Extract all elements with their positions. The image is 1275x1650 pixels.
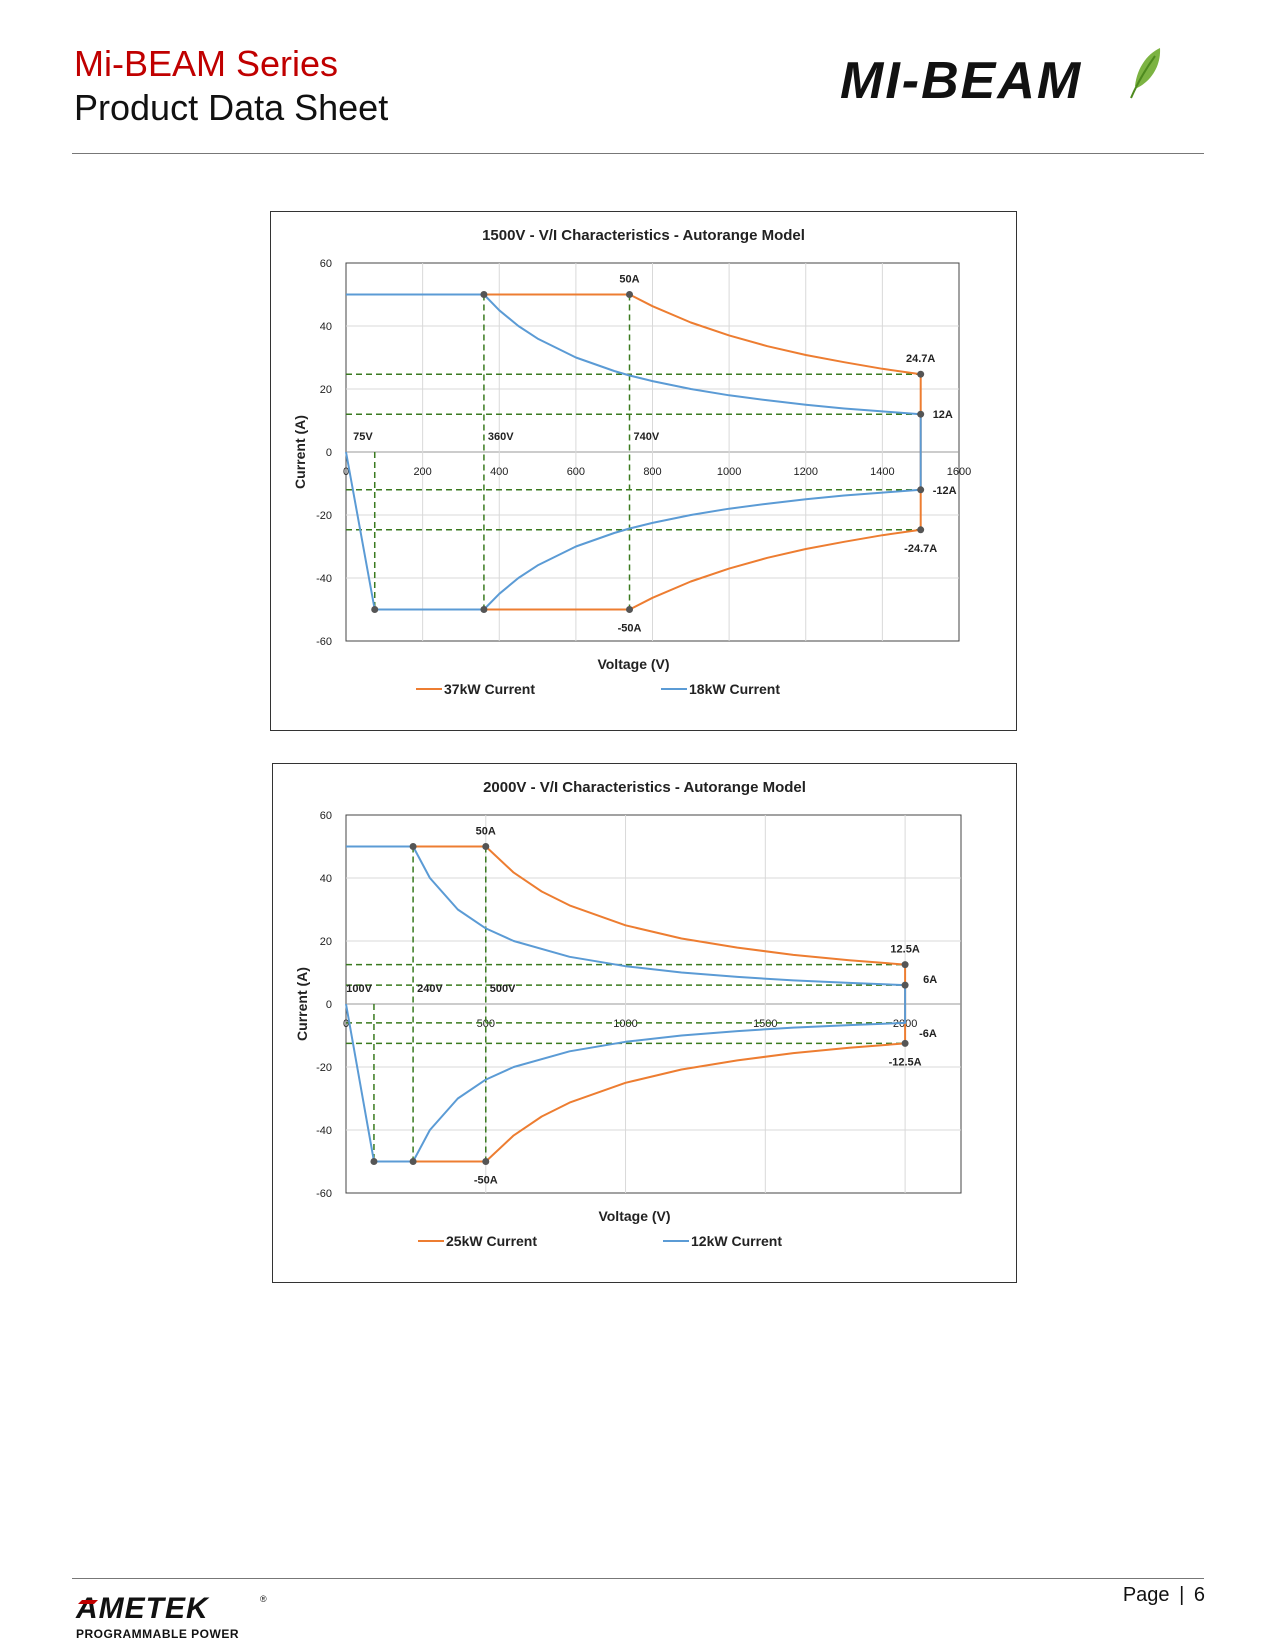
x-tick-label: 800 — [643, 466, 661, 478]
chart-2000v: 2000V - V/I Characteristics - Autorange … — [294, 779, 962, 1249]
series-line-12kw-current — [345, 845, 907, 1163]
chart-2000v-frame: 2000V - V/I Characteristics - Autorange … — [272, 763, 1017, 1283]
chart-title: 2000V - V/I Characteristics - Autorange … — [483, 779, 806, 796]
annotation-label: -12.5A — [889, 1056, 922, 1068]
y-tick-label: 40 — [320, 873, 332, 885]
x-tick-label: 0 — [343, 466, 349, 478]
data-point-marker — [917, 486, 925, 494]
annotation-label: 24.7A — [906, 353, 935, 365]
legend-label: 18kW Current — [689, 681, 780, 697]
annotation-label: 12A — [933, 409, 953, 421]
x-tick-label: 1500 — [753, 1018, 777, 1030]
x-axis-title: Voltage (V) — [598, 1208, 670, 1224]
legend-label: 12kW Current — [691, 1233, 782, 1249]
data-point-marker — [371, 606, 379, 613]
y-axis-title: Current (A) — [294, 967, 310, 1041]
data-point-marker — [901, 961, 909, 969]
y-tick-label: 20 — [320, 384, 332, 396]
x-tick-label: 1400 — [870, 466, 894, 478]
y-tick-label: 40 — [320, 321, 332, 333]
ametek-sub: PROGRAMMABLE POWER — [76, 1627, 239, 1641]
data-point-marker — [409, 1158, 417, 1165]
data-point-marker — [482, 843, 490, 850]
data-point-marker — [409, 843, 417, 850]
y-tick-label: 0 — [326, 999, 332, 1011]
ametek-red-accent-icon — [78, 1600, 98, 1604]
annotation-label: 50A — [476, 826, 496, 838]
annotation-label: 6A — [923, 974, 937, 986]
mi-beam-logo-text: MI-BEAM — [840, 52, 1082, 110]
data-point-marker — [480, 606, 488, 613]
page-number-value: 6 — [1193, 1584, 1205, 1606]
x-tick-label: 1000 — [613, 1018, 637, 1030]
data-point-marker — [901, 1039, 909, 1047]
annotation-label: -12A — [933, 485, 957, 497]
footer-divider — [72, 1578, 1204, 1579]
annotation-label: 740V — [634, 431, 660, 443]
annotation-label: 50A — [619, 274, 639, 286]
x-tick-label: 1200 — [794, 466, 818, 478]
y-tick-label: 60 — [320, 810, 332, 822]
series-title: Mi-BEAM Series — [74, 43, 339, 84]
y-tick-label: -20 — [316, 510, 332, 522]
data-point-marker — [480, 291, 488, 298]
annotation-label: 100V — [346, 983, 372, 995]
legend-label: 37kW Current — [444, 681, 535, 697]
ametek-brand: AMETEK — [75, 1592, 210, 1625]
y-tick-label: -60 — [316, 636, 332, 648]
chart-title: 1500V - V/I Characteristics - Autorange … — [482, 227, 805, 244]
x-tick-label: 0 — [343, 1018, 349, 1030]
annotation-label: 75V — [353, 431, 373, 443]
y-tick-label: 0 — [326, 447, 332, 459]
data-point-marker — [917, 526, 925, 534]
y-tick-label: -40 — [316, 1125, 332, 1137]
y-tick-label: -20 — [316, 1062, 332, 1074]
document-title: Product Data Sheet — [74, 87, 389, 128]
data-point-marker — [626, 291, 634, 298]
registered-mark: ® — [260, 1594, 267, 1604]
y-tick-label: 20 — [320, 936, 332, 948]
chart-1500v-frame: 1500V - V/I Characteristics - Autorange … — [270, 211, 1017, 731]
x-tick-label: 1600 — [947, 466, 971, 478]
page-separator: | — [1179, 1584, 1185, 1606]
x-axis-title: Voltage (V) — [597, 656, 669, 672]
x-tick-label: 600 — [567, 466, 585, 478]
chart-1500v: 1500V - V/I Characteristics - Autorange … — [292, 227, 971, 697]
annotation-label: 360V — [488, 431, 514, 443]
data-point-marker — [370, 1158, 378, 1165]
ametek-logo: AMETEK ® PROGRAMMABLE POWER — [75, 1592, 267, 1641]
data-point-marker — [482, 1158, 490, 1165]
annotation-label: -50A — [474, 1175, 498, 1187]
data-point-marker — [901, 981, 909, 989]
y-tick-label: -60 — [316, 1188, 332, 1200]
data-point-marker — [917, 370, 925, 378]
x-tick-label: 200 — [413, 466, 431, 478]
annotation-label: 500V — [490, 983, 516, 995]
y-axis-title: Current (A) — [292, 415, 308, 489]
annotation-label: -6A — [919, 1028, 937, 1040]
leaf-stem-icon — [1130, 55, 1156, 99]
mi-beam-logo: MI-BEAM — [840, 48, 1161, 110]
page-label: Page — [1122, 1584, 1170, 1606]
x-tick-label: 400 — [490, 466, 508, 478]
x-tick-label: 1000 — [717, 466, 741, 478]
annotation-label: 12.5A — [890, 944, 919, 956]
page-number: Page | 6 — [1123, 1584, 1205, 1607]
data-point-marker — [917, 410, 925, 418]
annotation-label: -50A — [618, 623, 642, 635]
annotation-label: -24.7A — [904, 543, 937, 555]
annotation-label: 240V — [417, 983, 443, 995]
y-tick-label: -40 — [316, 573, 332, 585]
legend-label: 25kW Current — [446, 1233, 537, 1249]
y-tick-label: 60 — [320, 258, 332, 270]
data-point-marker — [626, 606, 634, 613]
x-tick-label: 500 — [477, 1018, 495, 1030]
header-divider — [72, 153, 1204, 154]
